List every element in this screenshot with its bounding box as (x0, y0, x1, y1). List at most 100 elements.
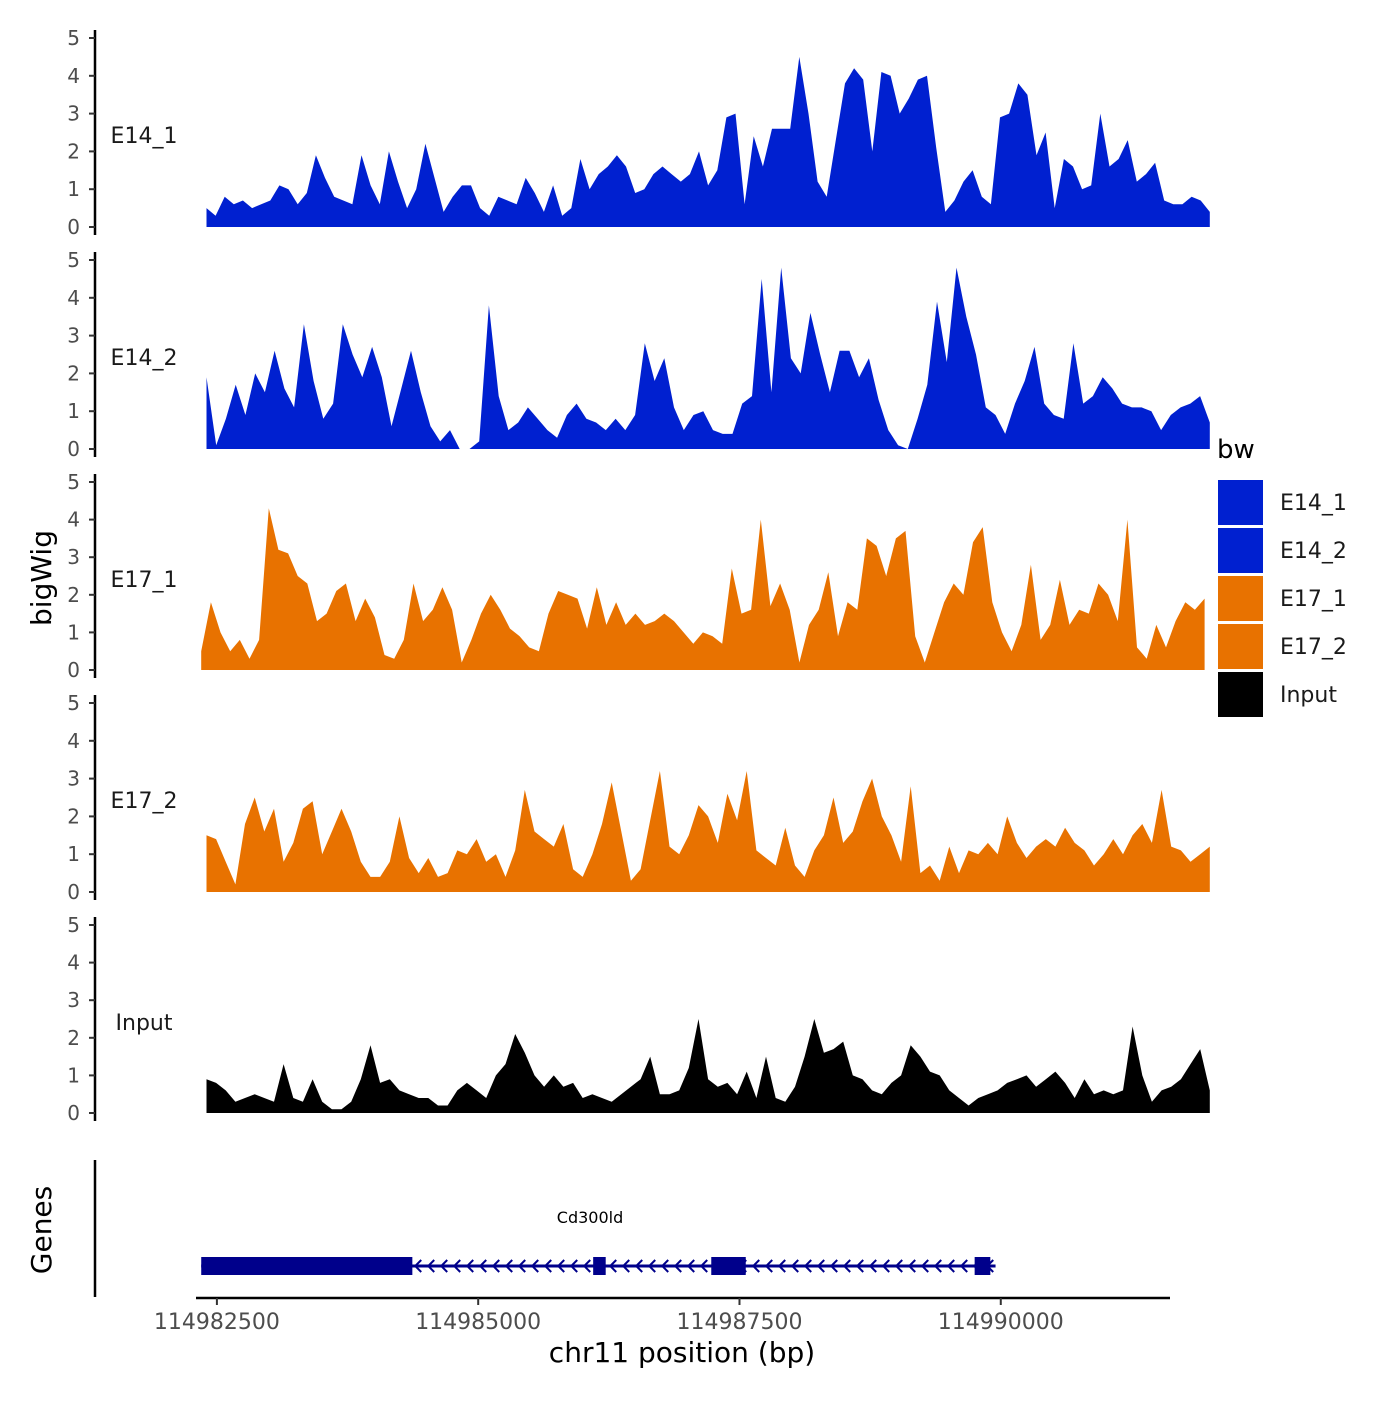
y-tick-label: 3 (67, 988, 80, 1012)
strand-arrow (699, 1259, 708, 1273)
strand-arrow (946, 1259, 955, 1273)
legend-label: E14_1 (1280, 491, 1347, 516)
coverage-area-e17-2 (206, 771, 1210, 892)
legend: bw E14_1 E14_2 E17_1 E17_2 Input (1217, 435, 1347, 717)
strand-arrow (608, 1259, 617, 1273)
track-e17-1: 0 1 2 3 4 5 E17_1 (67, 470, 1205, 682)
strand-arrow (764, 1259, 773, 1273)
track-label: E17_1 (111, 568, 178, 593)
strand-arrow (569, 1259, 578, 1273)
legend-label: E17_2 (1280, 635, 1347, 660)
strand-arrow (621, 1259, 630, 1273)
y-tick-label: 1 (67, 177, 80, 201)
strand-arrow (465, 1259, 474, 1273)
y-tick-label: 4 (67, 508, 80, 532)
coverage-area-input (206, 1019, 1210, 1113)
strand-arrow (829, 1259, 838, 1273)
strand-arrow (491, 1259, 500, 1273)
legend-label: E17_1 (1280, 587, 1347, 612)
track-e14-2: 0 1 2 3 4 5 E14_2 (67, 248, 1210, 461)
strand-arrow (517, 1259, 526, 1273)
x-tick-label: 114987500 (676, 1310, 802, 1335)
legend-swatch (1218, 528, 1263, 573)
strand-arrow (920, 1259, 929, 1273)
strand-arrow (647, 1259, 656, 1273)
y-tick-label: 4 (67, 951, 80, 975)
y-tick-label: 1 (67, 1063, 80, 1087)
track-e17-2: 0 1 2 3 4 5 E17_2 (67, 691, 1210, 904)
legend-label: Input (1280, 683, 1337, 708)
y-tick-label: 5 (67, 26, 80, 50)
y-tick-label: 0 (67, 437, 80, 461)
strand-arrow (868, 1259, 877, 1273)
strand-arrow (634, 1259, 643, 1273)
strand-arrow (504, 1259, 513, 1273)
track-label: E17_2 (111, 789, 178, 814)
legend-entry-e14-1: E14_1 (1218, 480, 1347, 525)
y-tick-label: 2 (67, 139, 80, 163)
y-axis-title: bigWig (25, 530, 58, 626)
y-tick-label: 1 (67, 842, 80, 866)
x-tick-label: 114982500 (154, 1310, 280, 1335)
y-tick-label: 4 (67, 64, 80, 88)
gene-exon (593, 1257, 606, 1275)
genes-track-title: Genes (25, 1186, 58, 1274)
strand-arrow (894, 1259, 903, 1273)
strand-arrow (439, 1259, 448, 1273)
x-tick-label: 114990000 (938, 1310, 1064, 1335)
gene-exon (201, 1257, 413, 1275)
legend-label: E14_2 (1280, 539, 1347, 564)
strand-arrow (881, 1259, 890, 1273)
x-axis-title: chr11 position (bp) (549, 1336, 815, 1369)
y-tick-label: 3 (67, 102, 80, 126)
strand-arrow (413, 1259, 422, 1273)
gene-exon (711, 1257, 746, 1275)
y-tick-label: 3 (67, 324, 80, 348)
y-tick-label: 2 (67, 804, 80, 828)
strand-arrow (426, 1259, 435, 1273)
gene-model: Cd300ld (201, 1208, 996, 1275)
strand-arrow (907, 1259, 916, 1273)
strand-arrow (556, 1259, 565, 1273)
y-tick-label: 5 (67, 913, 80, 937)
strand-arrow (530, 1259, 539, 1273)
strand-arrow (751, 1259, 760, 1273)
strand-arrow (582, 1259, 591, 1273)
strand-arrow (933, 1259, 942, 1273)
strand-arrow (855, 1259, 864, 1273)
y-tick-label: 0 (67, 658, 80, 682)
y-tick-label: 3 (67, 545, 80, 569)
y-tick-label: 1 (67, 399, 80, 423)
track-e14-1: 0 1 2 3 4 5 E14_1 (67, 26, 1210, 239)
legend-swatch (1218, 624, 1263, 669)
y-tick-label: 1 (67, 620, 80, 644)
y-tick-label: 3 (67, 767, 80, 791)
legend-swatch (1218, 576, 1263, 621)
y-tick-label: 2 (67, 1026, 80, 1050)
legend-entry-input: Input (1218, 672, 1337, 717)
y-tick-label: 5 (67, 691, 80, 715)
strand-arrow (842, 1259, 851, 1273)
y-tick-label: 2 (67, 361, 80, 385)
strand-arrow (790, 1259, 799, 1273)
coverage-area-e14-1 (206, 56, 1210, 228)
strand-arrow (660, 1259, 669, 1273)
tracks-layer: 0 1 2 3 4 5 E14_1 0 1 2 3 4 5 E14_2 0 1 2 3 4 5 E17_1 0 1 2 3 4 5 E… (67, 26, 1210, 1125)
legend-entry-e17-2: E17_2 (1218, 624, 1347, 669)
legend-entry-e17-1: E17_1 (1218, 576, 1347, 621)
x-tick-label: 114985000 (415, 1310, 541, 1335)
coverage-area-e14-2 (206, 267, 1210, 449)
track-label: E14_1 (111, 124, 178, 149)
strand-arrow (816, 1259, 825, 1273)
legend-title: bw (1217, 435, 1255, 465)
gene-exon (974, 1257, 991, 1275)
y-tick-label: 5 (67, 470, 80, 494)
strand-arrow (777, 1259, 786, 1273)
strand-arrow (686, 1259, 695, 1273)
coverage-area-e17-1 (201, 508, 1205, 670)
strand-arrow (959, 1259, 968, 1273)
legend-entry-e14-2: E14_2 (1218, 528, 1347, 573)
strand-arrow (452, 1259, 461, 1273)
y-tick-label: 0 (67, 1101, 80, 1125)
